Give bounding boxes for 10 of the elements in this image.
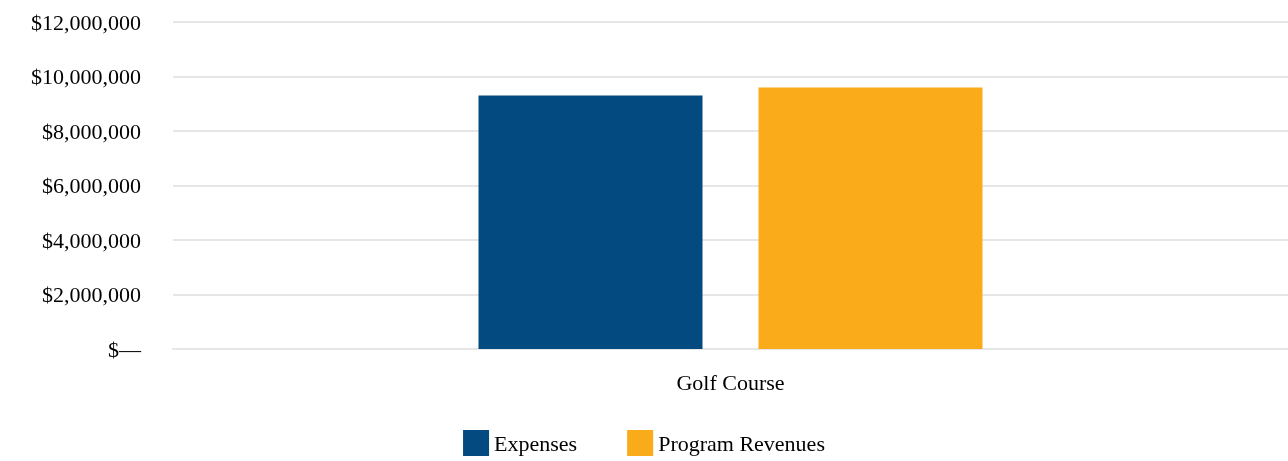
y-tick-label: $6,000,000 [42,173,141,198]
y-tick-label: $— [108,336,142,362]
legend-label: Program Revenues [658,430,825,456]
x-tick-label: Golf Course [676,369,785,395]
y-tick-label: $10,000,000 [31,64,141,89]
y-tick-label: $12,000,000 [31,9,141,35]
y-tick-label: $2,000,000 [42,282,141,307]
y-tick-label: $8,000,000 [42,118,141,144]
y-tick-label: $4,000,000 [42,227,141,253]
legend-label: Expenses [494,430,578,456]
